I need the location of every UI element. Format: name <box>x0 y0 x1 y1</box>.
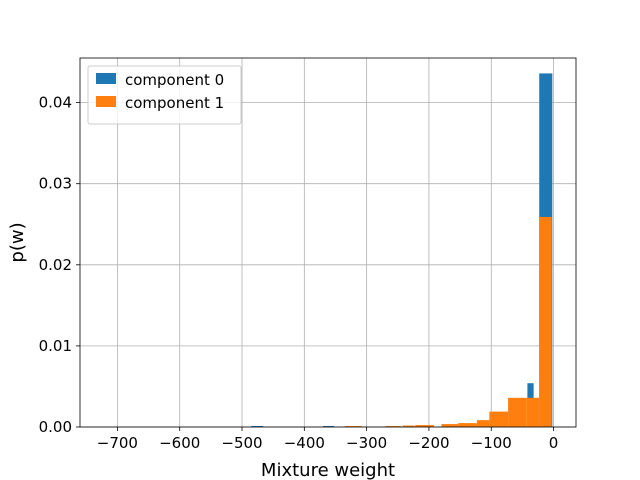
bar-component-1 <box>458 423 477 427</box>
bar-component-1 <box>508 397 527 427</box>
x-tick-label: −300 <box>346 434 387 452</box>
legend-label-component-1: component 1 <box>125 94 224 112</box>
x-tick-label: −200 <box>408 434 449 452</box>
bar-component-1 <box>539 216 552 427</box>
y-tick-label: 0.03 <box>39 175 72 193</box>
bar-component-1 <box>385 426 401 427</box>
y-tick-label: 0.02 <box>39 256 72 274</box>
x-tick-label: −700 <box>97 434 138 452</box>
bar-component-0 <box>323 426 335 427</box>
bar-component-0 <box>251 426 264 427</box>
x-tick-label: −100 <box>471 434 512 452</box>
x-tick-label: −400 <box>284 434 325 452</box>
bar-component-1 <box>402 425 415 427</box>
legend-swatch-component-0 <box>96 73 116 84</box>
plot-frame <box>79 57 577 428</box>
y-tick-label: 0.01 <box>39 337 72 355</box>
y-tick-label: 0.00 <box>39 418 72 436</box>
bar-component-1 <box>526 397 540 427</box>
legend-swatch-component-1 <box>96 96 116 107</box>
bar-component-1 <box>415 425 434 427</box>
x-tick-label: −600 <box>159 434 200 452</box>
x-tick-label: −500 <box>221 434 262 452</box>
legend: component 0 component 1 <box>87 65 242 125</box>
y-tick-label: 0.04 <box>39 94 72 112</box>
bar-component-1 <box>441 424 459 427</box>
bars <box>251 73 553 428</box>
bar-component-1 <box>489 411 509 427</box>
y-axis-label: p(w) <box>7 222 28 262</box>
legend-label-component-0: component 0 <box>125 71 224 89</box>
x-axis-label: Mixture weight <box>261 460 395 480</box>
legend-box <box>87 65 242 125</box>
x-tick-label: 0 <box>549 434 559 452</box>
bar-component-1 <box>476 420 490 427</box>
ticks: −700 −600 −500 −400 −300 −200 −100 0 0.00 0.01 0.0… <box>39 94 559 452</box>
bar-component-1 <box>344 426 362 427</box>
grid <box>80 58 576 428</box>
